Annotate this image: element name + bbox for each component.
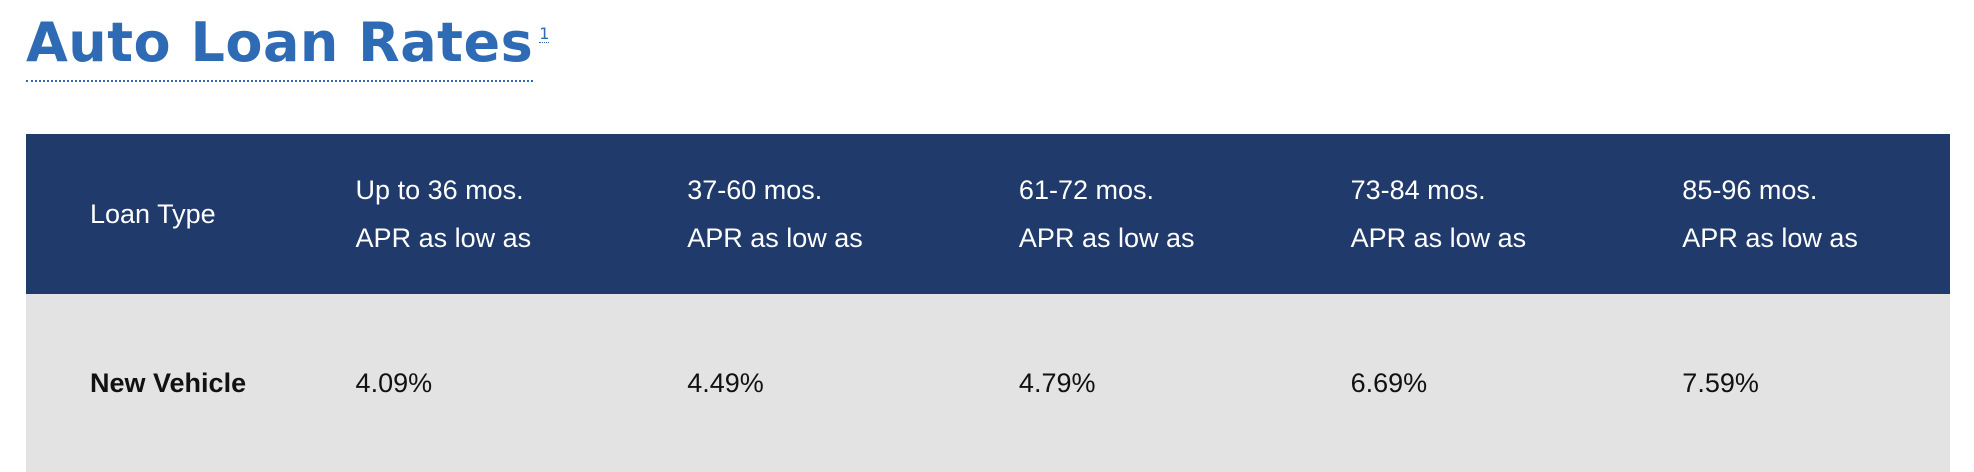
column-header-apr-label: APR as low as: [1682, 223, 1858, 253]
column-header-term-label: 61-72 mos.: [1018, 175, 1154, 205]
column-header-term: Up to 36 mos. APR as low as: [292, 134, 624, 294]
title-area: Auto Loan Rates 1: [26, 8, 550, 82]
column-header-apr-label: APR as low as: [687, 223, 863, 253]
column-header-term: 85-96 mos. APR as low as: [1618, 134, 1950, 294]
column-header-term: 37-60 mos. APR as low as: [623, 134, 955, 294]
column-header-term: 61-72 mos. APR as low as: [955, 134, 1287, 294]
rate-cell: 7.59%: [1682, 367, 1759, 398]
row-label: New Vehicle: [90, 367, 247, 398]
table-row: New Vehicle 4.09% 4.49% 4.79% 6.69% 7.59…: [26, 294, 1950, 472]
column-header-term-label: 37-60 mos.: [687, 175, 823, 205]
rate-cell: 6.69%: [1350, 367, 1428, 398]
column-header-term: 73-84 mos. APR as low as: [1287, 134, 1619, 294]
rate-cell: 4.79%: [1018, 367, 1096, 398]
column-header-label: Loan Type: [90, 199, 216, 229]
column-header-apr-label: APR as low as: [1018, 223, 1195, 253]
page-title: Auto Loan Rates: [26, 8, 534, 82]
table-header-row: Loan Type Up to 36 mos. APR as low as 37…: [26, 134, 1950, 294]
footnote-link[interactable]: 1: [539, 24, 550, 43]
column-header-apr-label: APR as low as: [355, 223, 532, 253]
rate-cell: 4.09%: [355, 367, 433, 398]
column-header-apr-label: APR as low as: [1350, 223, 1527, 253]
column-header-term-label: 73-84 mos.: [1350, 175, 1486, 205]
column-header-term-label: Up to 36 mos.: [355, 175, 524, 205]
column-header-loan-type: Loan Type: [26, 134, 292, 294]
rates-table: Loan Type Up to 36 mos. APR as low as 37…: [26, 134, 1950, 472]
column-header-term-label: 85-96 mos.: [1682, 175, 1818, 205]
rate-cell: 4.49%: [687, 367, 764, 398]
